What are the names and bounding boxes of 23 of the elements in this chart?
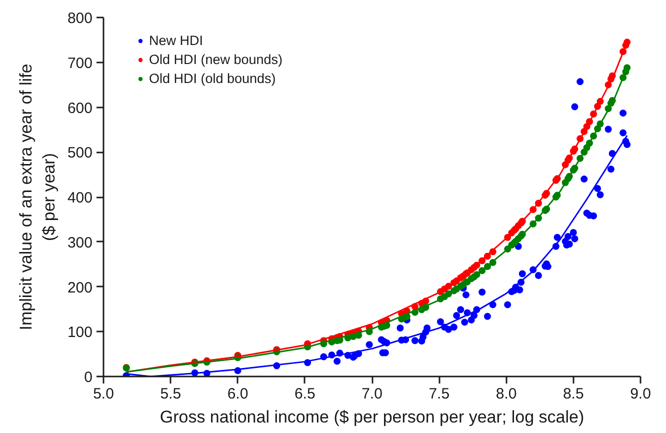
y-tick-label: 600: [67, 100, 93, 117]
y-axis-title: Implicit value of an extra year of life ($ per year): [16, 64, 58, 330]
y-tick-label: 100: [67, 324, 93, 342]
x-tick-label: 7.0: [362, 386, 382, 402]
y-tick-label: 0: [84, 369, 92, 386]
legend-label: New HDI: [149, 32, 204, 50]
y-tick-label: 400: [67, 190, 93, 206]
y-tick-label: 200: [67, 279, 93, 296]
x-tick-label: 6.0: [227, 386, 248, 402]
x-tick-label: 7.5: [428, 386, 450, 402]
y-tick-label: 500: [67, 144, 93, 162]
x-tick-label: 5.0: [93, 386, 114, 402]
x-tick-label: 5.5: [160, 386, 182, 402]
y-tick-label: 800: [67, 10, 93, 27]
y-tick-label: 700: [67, 54, 93, 72]
x-tick-label: 9.0: [630, 386, 651, 402]
x-axis-title: Gross national income ($ per person per year; log scale): [160, 408, 584, 426]
x-tick-label: 6.5: [294, 386, 316, 402]
x-tick-label: 8.0: [496, 386, 517, 402]
x-tick-label: 8.5: [562, 386, 584, 402]
y-tick-label: 300: [67, 234, 93, 252]
legend-label: Old HDI (new bounds): [149, 51, 283, 69]
legend-label: Old HDI (old bounds): [149, 70, 276, 88]
